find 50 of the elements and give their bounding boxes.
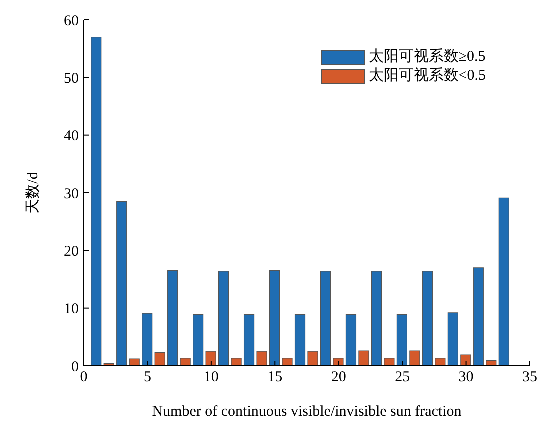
bar [231, 358, 242, 366]
y-axis-title: 天数/d [25, 172, 42, 214]
bar [371, 271, 382, 366]
bar [435, 358, 446, 366]
bar [358, 350, 370, 366]
bar [282, 358, 293, 366]
y-tick-label: 60 [64, 13, 79, 30]
bar [410, 350, 420, 366]
bar [91, 37, 102, 366]
bar [320, 271, 332, 366]
y-tick-label: 20 [64, 244, 79, 260]
bar [448, 312, 458, 366]
bar [498, 198, 510, 366]
x-tick-label: 10 [204, 370, 219, 386]
bar [206, 351, 216, 366]
bar [422, 271, 433, 366]
legend-label: 太阳可视系数<0.5 [368, 67, 486, 86]
bar [129, 358, 140, 366]
x-tick-label: 35 [522, 370, 538, 386]
bar [193, 314, 204, 366]
bar [346, 314, 357, 366]
y-tick-label: 50 [64, 70, 79, 87]
bar [308, 351, 318, 366]
bar [333, 358, 344, 366]
y-tick-label: 10 [64, 302, 79, 318]
legend-label: 太阳可视系数≥0.5 [368, 48, 486, 67]
y-tick-label: 0 [72, 359, 79, 376]
y-tick-label: 30 [64, 186, 79, 202]
bar [396, 314, 408, 366]
bar [486, 360, 497, 366]
bar [384, 358, 395, 366]
bar [294, 314, 306, 366]
bar [256, 351, 268, 366]
y-tick-label: 40 [64, 128, 79, 145]
bar [154, 352, 166, 366]
bar [218, 271, 230, 366]
bar [142, 313, 153, 366]
x-tick-label: 30 [458, 370, 474, 386]
x-axis-title: Number of continuous visible/invisible sun fraction [152, 404, 462, 420]
bar [168, 270, 178, 366]
x-tick-label: 20 [331, 370, 346, 386]
bar [269, 270, 280, 366]
bar [116, 201, 128, 366]
x-tick-label: 15 [268, 370, 283, 386]
bar [244, 314, 255, 366]
bar [473, 268, 484, 366]
x-tick-label: 25 [395, 370, 410, 386]
x-tick-label: 5 [144, 370, 152, 386]
bar [180, 358, 191, 366]
bar [460, 354, 472, 366]
